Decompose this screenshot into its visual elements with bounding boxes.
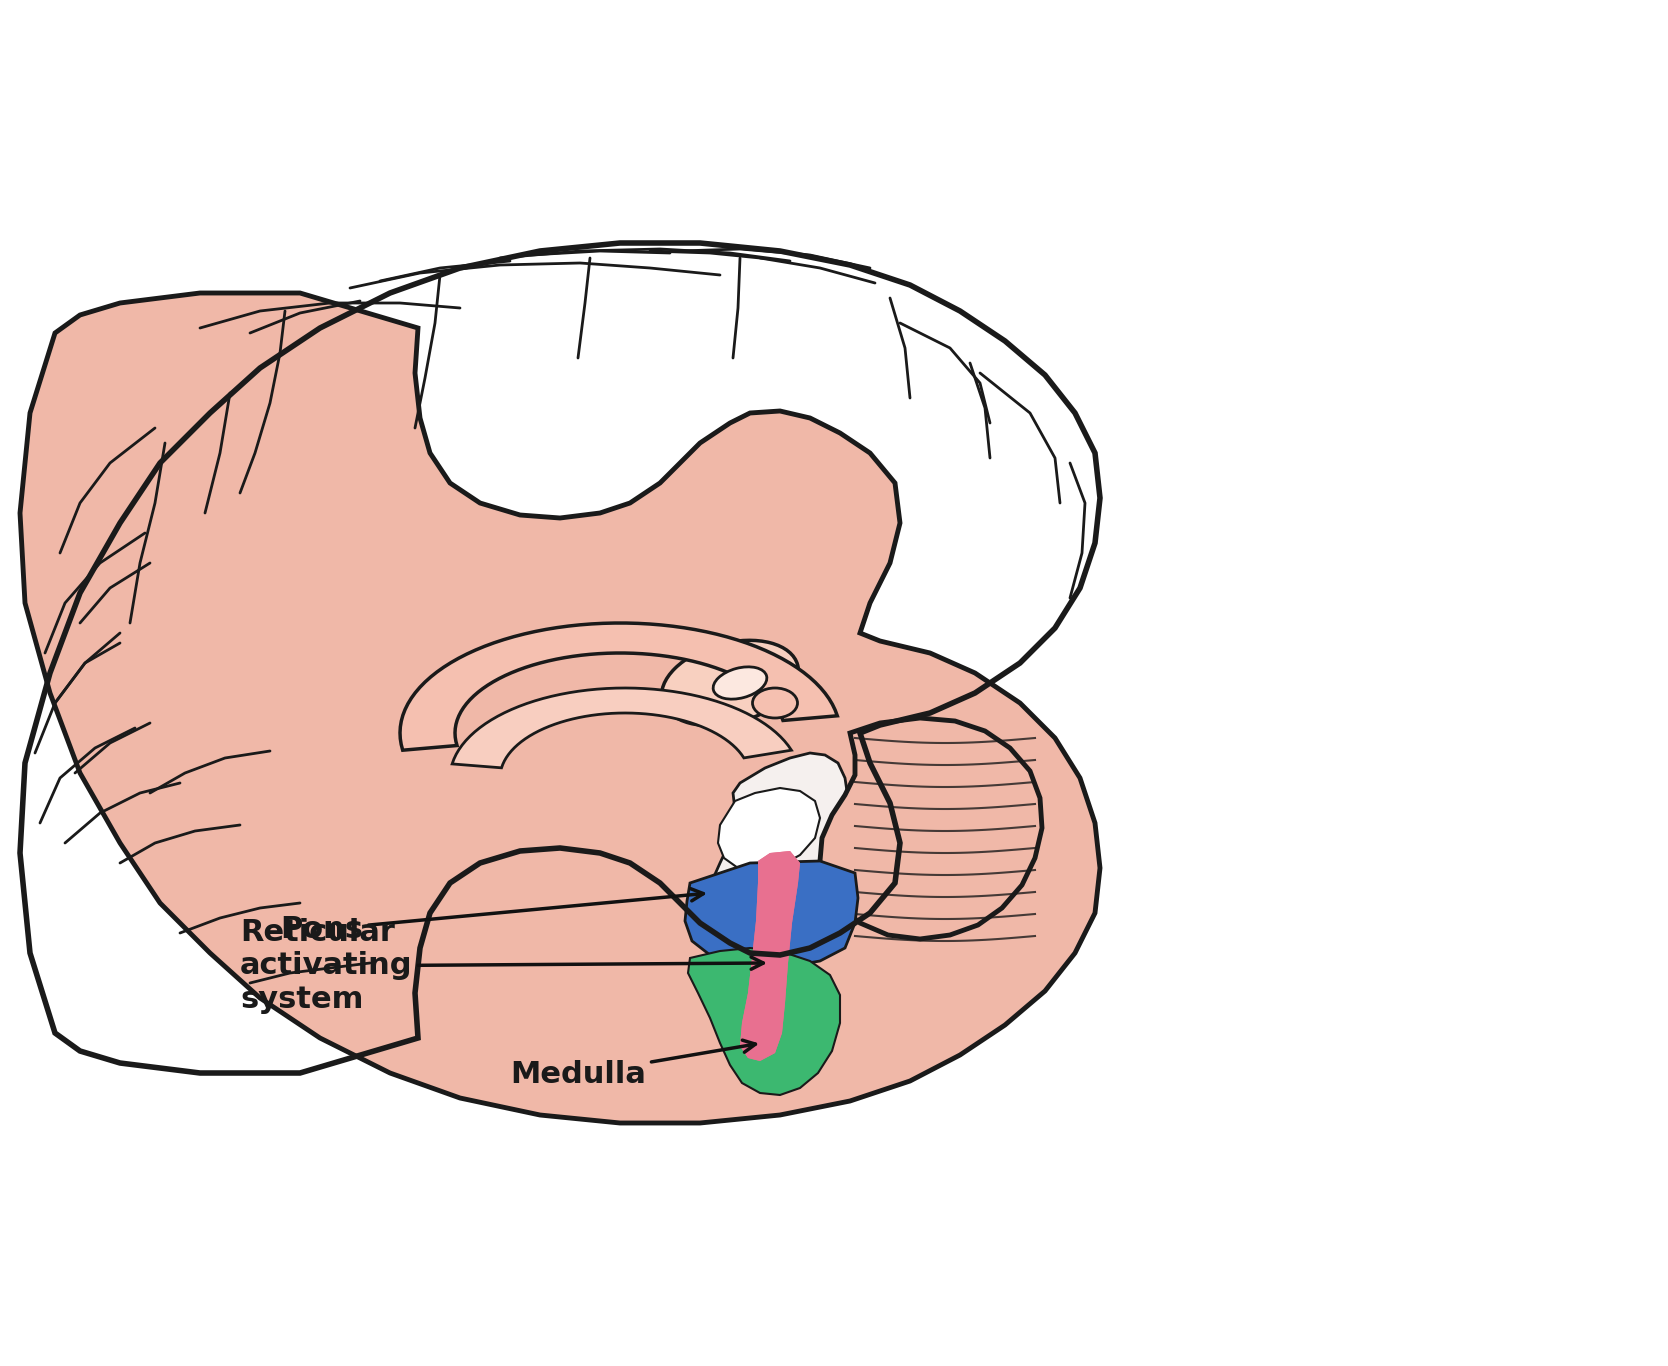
Polygon shape	[741, 851, 801, 1061]
Text: Reticular
activating
system: Reticular activating system	[240, 918, 764, 1014]
Ellipse shape	[714, 667, 767, 699]
Text: Medulla: Medulla	[510, 1040, 756, 1089]
Polygon shape	[400, 623, 837, 750]
Ellipse shape	[662, 641, 799, 725]
Polygon shape	[686, 861, 857, 968]
Polygon shape	[452, 688, 791, 768]
Polygon shape	[20, 292, 1099, 1123]
Polygon shape	[687, 948, 841, 1096]
Ellipse shape	[752, 688, 797, 719]
Text: Pons: Pons	[280, 889, 704, 944]
Polygon shape	[717, 788, 821, 872]
Polygon shape	[821, 719, 1042, 938]
Polygon shape	[706, 753, 847, 962]
Polygon shape	[741, 851, 801, 1061]
